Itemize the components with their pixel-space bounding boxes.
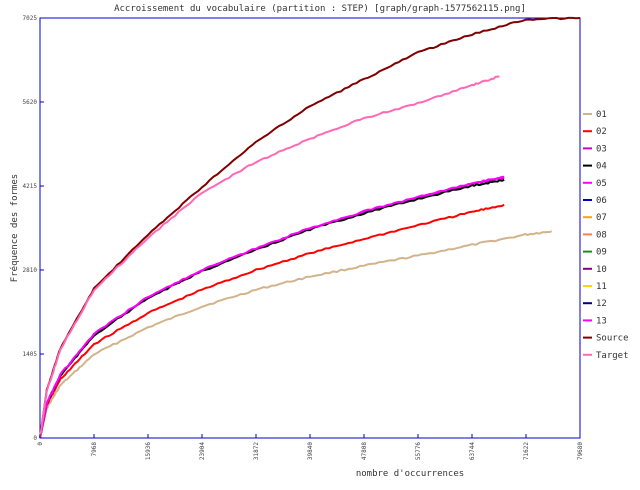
x-tick-label: 7968	[91, 442, 98, 457]
legend-label: 08	[596, 230, 607, 240]
y-axis-label: Fréquence des formes	[9, 174, 20, 282]
series-line-01	[39, 230, 553, 439]
legend-label: Target	[596, 351, 629, 361]
legend-label: Source	[596, 334, 629, 344]
x-tick-label: 55776	[415, 442, 422, 460]
legend-label: 13	[596, 316, 607, 326]
y-tick-label: 0	[33, 435, 37, 442]
x-tick-label: 39840	[307, 442, 314, 460]
legend: 01 02 03 04 05 06 07 08 09 10 11 12 13 Source Target	[583, 110, 629, 361]
series-line-target	[39, 75, 500, 439]
series-line-05	[39, 175, 505, 439]
x-tick-label: 47808	[361, 442, 368, 460]
y-tick-label: 5620	[23, 99, 38, 106]
series-line-02	[39, 203, 505, 439]
x-axis-label: nombre d'occurrences	[356, 469, 464, 479]
legend-label: 03	[596, 144, 607, 154]
legend-label: 04	[596, 162, 607, 172]
x-tick-label: 23904	[199, 442, 206, 460]
legend-label: 02	[596, 127, 607, 137]
x-tick-label: 0	[37, 442, 44, 446]
series-layer	[39, 16, 581, 439]
y-tick-label: 7025	[23, 15, 38, 22]
chart-title: Accroissement du vocabulaire (partition …	[114, 4, 526, 14]
legend-label: 07	[596, 213, 607, 223]
y-tick-label: 2810	[23, 267, 38, 274]
legend-label: 01	[596, 110, 607, 120]
y-tick-label: 4215	[23, 183, 38, 190]
x-tick-label: 71622	[523, 442, 530, 460]
y-tick-label: 1405	[23, 351, 38, 358]
x-tick-label: 63744	[469, 442, 476, 460]
legend-label: 11	[596, 282, 607, 292]
x-tick-label: 15936	[145, 442, 152, 460]
legend-label: 12	[596, 299, 607, 309]
legend-label: 05	[596, 179, 607, 189]
x-tick-label: 31872	[253, 442, 260, 460]
legend-label: 09	[596, 248, 607, 258]
x-tick-label: 79680	[577, 442, 584, 460]
series-line-04	[39, 178, 505, 439]
ticks-layer: 0 7968 15936 23904 31872 39840 47808 55776 63744…	[23, 15, 584, 460]
legend-label: 10	[596, 265, 607, 275]
legend-label: 06	[596, 196, 607, 206]
series-line-03	[39, 176, 505, 439]
